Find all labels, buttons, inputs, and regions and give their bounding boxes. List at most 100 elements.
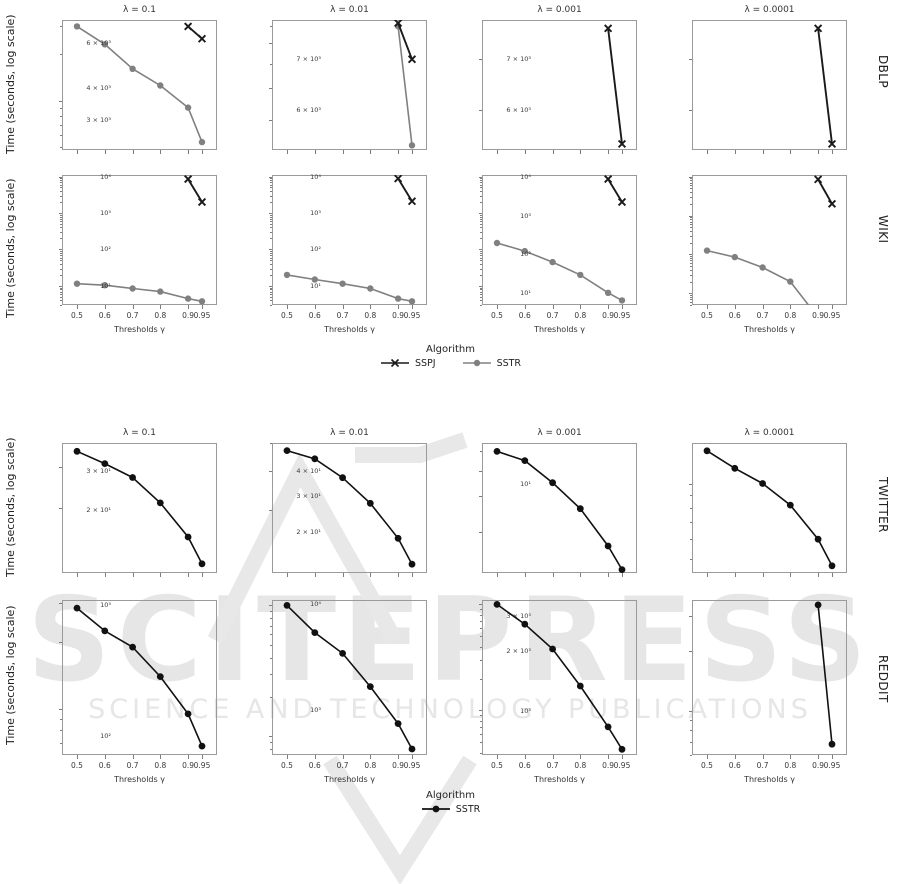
x-tick	[790, 305, 792, 309]
y-tick-major	[479, 212, 482, 214]
y-tick-major	[689, 176, 692, 178]
x-tick	[580, 755, 582, 759]
y-tick-minor	[690, 274, 692, 276]
data-point-SSTR	[731, 464, 739, 472]
y-tick-minor	[60, 178, 62, 180]
x-tick-label: 0.95	[823, 311, 841, 320]
data-point-SSTR	[786, 501, 794, 509]
row-label-dblp: DBLP	[876, 55, 890, 88]
y-tick-minor	[270, 191, 272, 193]
data-point-SSTR	[184, 533, 192, 541]
x-tick	[707, 755, 708, 759]
series-layer	[394, 20, 417, 149]
axes-frame	[482, 175, 637, 305]
x-tick	[412, 305, 413, 309]
x-axis-label: Thresholds γ	[744, 775, 795, 784]
y-tick-minor	[270, 443, 272, 444]
data-point-SSTR	[604, 542, 612, 550]
y-tick-minor	[480, 291, 482, 293]
y-tick-minor	[690, 235, 692, 237]
y-tick-label: 10⁴	[520, 172, 531, 181]
data-point-SSTR	[366, 499, 374, 507]
x-tick	[104, 150, 106, 154]
x-axis-label: Thresholds γ	[534, 325, 585, 334]
x-tick	[132, 755, 134, 759]
y-tick-label: 10³	[100, 208, 111, 217]
axes-frame	[62, 20, 217, 150]
y-tick-minor	[480, 257, 482, 259]
x-tick-label: 0.95	[193, 761, 211, 770]
data-point-SSTR	[703, 447, 711, 455]
x-tick	[622, 573, 623, 577]
x-tick	[188, 150, 190, 154]
data-point-SSTR	[814, 601, 822, 609]
legend-entry-sstr[interactable]: SSTR	[421, 803, 480, 815]
data-point-SSTR	[101, 460, 109, 467]
y-tick-minor	[480, 214, 482, 216]
y-tick-major	[689, 650, 692, 652]
x-tick	[370, 305, 372, 309]
y-tick-minor	[480, 178, 482, 180]
x-tick	[370, 573, 372, 577]
x-tick	[412, 150, 413, 154]
series-layer	[493, 448, 626, 573]
data-point-SSTR	[394, 720, 402, 727]
y-tick-minor	[270, 255, 272, 257]
x-tick	[552, 305, 554, 309]
x-tick	[342, 573, 344, 577]
y-tick-major	[269, 43, 272, 45]
x-tick	[790, 150, 792, 154]
series-line-SSPJ	[817, 178, 833, 205]
figure-dblp-wiki: Time (seconds, log scale) Time (seconds,…	[0, 0, 901, 400]
x-tick-label: 0.9	[812, 761, 825, 770]
legend-entry-sstr[interactable]: SSTR	[462, 357, 521, 369]
data-point-SSPJ	[407, 197, 417, 206]
x-tick	[622, 755, 623, 759]
x-tick	[314, 305, 316, 309]
y-tick-minor	[480, 252, 482, 254]
data-point-SSTR	[731, 253, 738, 261]
legend-figure2: Algorithm SSTR	[0, 790, 901, 815]
y-tick-minor	[270, 294, 272, 296]
y-tick-minor	[270, 749, 272, 750]
y-tick-minor	[480, 263, 482, 265]
legend-entry-sspj[interactable]: SSPJ	[380, 357, 436, 369]
y-tick-minor	[690, 188, 692, 190]
x-tick	[818, 573, 820, 577]
y-tick-minor	[270, 263, 272, 265]
data-point-SSTR	[311, 276, 318, 283]
y-tick-minor	[60, 252, 62, 254]
y-tick-minor	[480, 218, 482, 220]
axes-frame	[692, 20, 847, 150]
x-tick-label: 0.5	[701, 761, 713, 770]
y-tick-minor	[690, 203, 692, 205]
y-tick-minor	[270, 296, 272, 298]
y-tick-minor	[60, 730, 62, 732]
series-layer	[604, 24, 627, 148]
x-tick	[734, 150, 736, 154]
x-tick	[398, 150, 400, 154]
x-tick	[497, 755, 498, 759]
x-tick	[287, 573, 288, 577]
y-tick-label: 10²	[100, 732, 111, 741]
y-tick-minor	[690, 192, 692, 194]
y-tick-minor	[690, 227, 692, 229]
y-tick-minor	[480, 287, 482, 289]
y-tick-minor	[60, 251, 62, 253]
y-tick-minor	[60, 305, 62, 306]
y-tick-minor	[270, 218, 272, 220]
x-tick	[762, 150, 764, 154]
y-tick-major	[59, 176, 62, 178]
data-point-SSPJ	[197, 197, 207, 207]
data-point-SSPJ	[814, 24, 823, 33]
y-tick-minor	[270, 625, 272, 627]
x-tick	[608, 150, 610, 154]
y-tick-minor	[270, 227, 272, 229]
x-tick-label: 0.7	[756, 761, 769, 770]
data-point-SSTR	[283, 447, 291, 454]
x-tick-label: 0.9	[392, 311, 405, 320]
x-tick-label: 0.8	[574, 311, 587, 320]
y-tick-major	[59, 708, 62, 710]
y-tick-label: 10²	[310, 245, 321, 254]
x-tick	[287, 755, 288, 759]
